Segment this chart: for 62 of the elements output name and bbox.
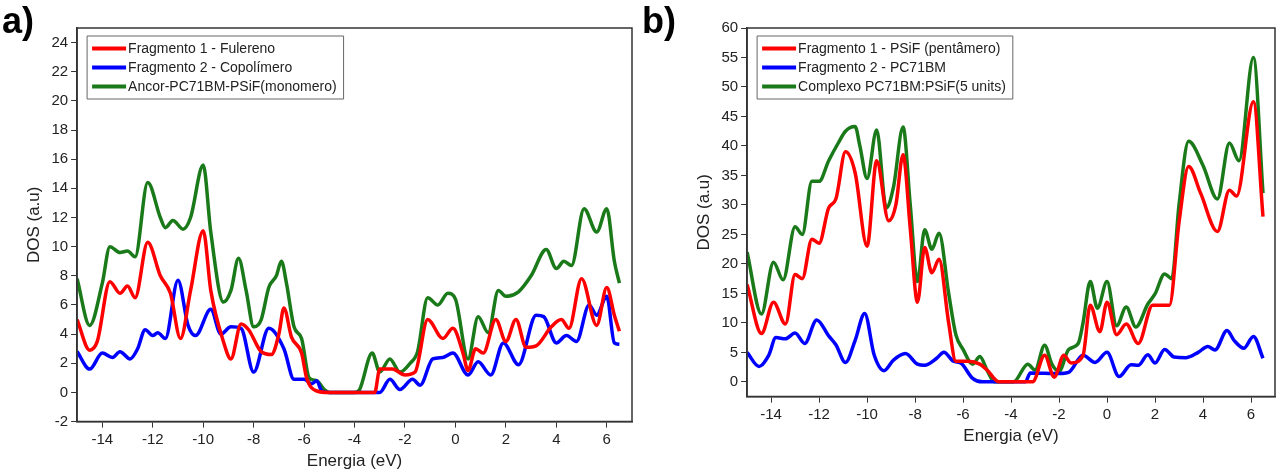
x-tick-label: -8 bbox=[246, 429, 261, 447]
y-tick-label: 18 bbox=[51, 120, 69, 138]
x-tick-label: -8 bbox=[908, 404, 922, 422]
y-tick-label: 45 bbox=[721, 106, 739, 124]
x-tick-label: 6 bbox=[602, 429, 611, 447]
x-tick-label: -6 bbox=[956, 404, 970, 422]
x-tick-label: 6 bbox=[1246, 404, 1256, 422]
y-tick-label: 10 bbox=[721, 313, 739, 331]
y-tick-label: 10 bbox=[51, 236, 69, 254]
x-tick-label: -14 bbox=[91, 429, 114, 447]
y-tick-label: 50 bbox=[721, 77, 739, 95]
x-tick-label: -2 bbox=[1052, 404, 1066, 422]
y-axis-title: DOS (a.u) bbox=[693, 174, 713, 251]
y-tick-label: 20 bbox=[721, 254, 739, 272]
text: b) bbox=[642, 0, 676, 42]
x-tick-label: -2 bbox=[398, 429, 412, 447]
x-tick-label: -4 bbox=[1004, 404, 1018, 422]
y-tick-label: 0 bbox=[729, 372, 739, 389]
legend-label: Fragmento 2 - PC71BM bbox=[798, 59, 946, 76]
x-tick-label: -10 bbox=[856, 404, 878, 422]
text: a) bbox=[2, 0, 35, 42]
legend-label: Fragmento 1 - PSiF (pentâmero) bbox=[798, 40, 1001, 57]
y-tick-label: 14 bbox=[51, 178, 69, 196]
legend-label: Fragmento 2 - Copolímero bbox=[128, 59, 293, 76]
y-tick-label: 16 bbox=[51, 149, 69, 167]
legend-label: Fragmento 1 - Fulereno bbox=[128, 40, 276, 57]
y-tick-label: 8 bbox=[59, 265, 69, 283]
y-tick-label: 5 bbox=[729, 342, 739, 360]
x-tick-label: 0 bbox=[451, 429, 460, 447]
x-tick-label: -12 bbox=[141, 429, 164, 447]
x-tick-label: 2 bbox=[1150, 404, 1160, 422]
y-tick-label: 12 bbox=[51, 207, 69, 225]
x-tick-label: 0 bbox=[1102, 404, 1112, 422]
y-tick-label: 40 bbox=[721, 136, 739, 154]
x-axis-title: Energia (eV) bbox=[963, 426, 1059, 446]
y-tick-label: 15 bbox=[721, 283, 739, 301]
y-tick-label: 20 bbox=[51, 91, 69, 109]
x-tick-label: -10 bbox=[192, 429, 215, 447]
x-tick-label: 4 bbox=[1198, 404, 1208, 422]
x-tick-label: -12 bbox=[808, 404, 830, 422]
y-tick-label: 2 bbox=[59, 353, 69, 371]
x-tick-label: -6 bbox=[297, 429, 311, 447]
y-axis-title: DOS (a.u) bbox=[23, 186, 43, 264]
y-tick-label: 24 bbox=[51, 32, 69, 50]
y-tick-label: 6 bbox=[59, 295, 69, 313]
x-axis-title: Energia (eV) bbox=[306, 451, 403, 471]
legend-label: Complexo PC71BM:PSiF(5 units) bbox=[798, 78, 1006, 95]
line-series bbox=[747, 311, 1265, 384]
y-tick-label: 60 bbox=[721, 18, 739, 36]
y-tick-label: 55 bbox=[721, 47, 739, 65]
y-tick-label: 22 bbox=[51, 61, 69, 79]
legend-label: Ancor-PC71BM-PSiF(monomero) bbox=[128, 78, 337, 95]
x-tick-label: 4 bbox=[552, 429, 561, 447]
x-tick-label: 2 bbox=[501, 429, 511, 447]
y-tick-label: 4 bbox=[59, 324, 69, 342]
y-tick-label: 30 bbox=[721, 195, 739, 213]
y-tick-label: 0 bbox=[59, 382, 69, 400]
x-tick-label: -4 bbox=[347, 429, 362, 447]
y-tick-label: 25 bbox=[721, 224, 739, 242]
line-series bbox=[77, 228, 622, 395]
y-tick-label: 35 bbox=[721, 165, 739, 183]
x-tick-label: -14 bbox=[760, 404, 782, 422]
